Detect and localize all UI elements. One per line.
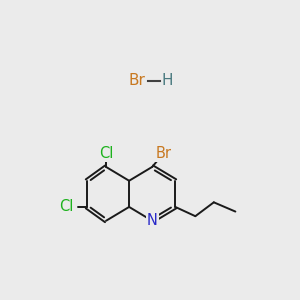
Text: Cl: Cl — [60, 200, 74, 214]
Text: N: N — [147, 213, 158, 228]
Text: Cl: Cl — [99, 146, 113, 160]
Text: Br: Br — [156, 146, 172, 160]
Text: Br: Br — [128, 73, 145, 88]
Text: H: H — [162, 73, 173, 88]
